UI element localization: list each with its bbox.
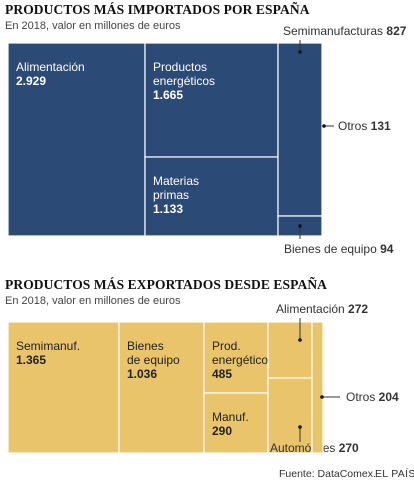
exports-automoviles-callout-value: 270	[339, 441, 359, 455]
imports-otros-callout-name: Otros	[338, 119, 371, 133]
imports-alimentacion-label: Alimentación	[16, 60, 85, 74]
exports-manuf-value: 290	[212, 424, 232, 438]
imports-materias-primas-label-line-2: primas	[153, 188, 189, 202]
imports-materias-primas-label-line-1: Materias	[153, 174, 199, 188]
exports-prod-energeticos-value: 485	[212, 367, 232, 381]
exports-subtitle: En 2018, valor en millones de euros	[5, 295, 181, 307]
imports-alimentacion-tile	[7, 42, 146, 237]
exports-prod-energeticos-label-line-2: energéticos	[212, 353, 274, 367]
imports-productos-energeticos-label-line-1: Productos	[153, 60, 207, 74]
imports-productos-energeticos-value: 1.665	[153, 88, 183, 102]
exports-manuf-label: Manuf.	[212, 410, 249, 424]
imports-productos-energeticos-label-line-2: energéticos	[153, 74, 215, 88]
imports-semimanufacturas-callout: Semimanufacturas 827	[283, 24, 407, 38]
exports-automoviles-callout-name: Automóviles	[270, 441, 339, 455]
exports-alimentacion-callout-value: 272	[348, 302, 368, 316]
imports-semimanufacturas-callout-name: Semimanufacturas	[283, 24, 386, 38]
exports-otros-callout: Otros 204	[346, 390, 399, 404]
exports-alimentacion-tile	[267, 321, 313, 379]
exports-manuf-tile	[203, 392, 269, 454]
exports-bienes-de-equipo-value: 1.036	[127, 367, 157, 381]
imports-title: PRODUCTOS MÁS IMPORTADOS POR ESPAÑA	[5, 2, 310, 17]
exports-otros-leader-dot	[320, 395, 324, 399]
imports-alimentacion-value: 2.929	[16, 74, 46, 88]
imports-subtitle: En 2018, valor en millones de euros	[5, 20, 181, 32]
exports-bienes-de-equipo-label-line-1: Bienes	[127, 339, 164, 353]
imports-semimanufacturas-callout-value: 827	[386, 24, 406, 38]
exports-semimanuf-value: 1.365	[16, 353, 46, 367]
exports-automoviles-leader-dot	[298, 425, 302, 429]
imports-otros-callout-value: 131	[371, 119, 391, 133]
exports-prod-energeticos-label-line-1: Prod.	[212, 339, 241, 353]
exports-bienes-de-equipo-label-line-2: de equipo	[127, 353, 180, 367]
brand-label: EL PAÍS	[375, 468, 414, 480]
exports-alimentacion-callout-name: Alimentación	[276, 302, 348, 316]
imports-otros-callout: Otros 131	[338, 119, 391, 133]
exports-title: PRODUCTOS MÁS EXPORTADOS DESDE ESPAÑA	[5, 277, 328, 292]
imports-materias-primas-value: 1.133	[153, 202, 183, 216]
source-note: Fuente: DataComex.	[279, 468, 376, 480]
imports-materias-primas-tile	[144, 156, 279, 237]
exports-alimentacion-leader-dot	[298, 338, 302, 342]
imports-otros-leader-dot	[322, 124, 326, 128]
exports-otros-callout-value: 204	[379, 390, 399, 404]
exports-semimanuf-label: Semimanuf.	[16, 339, 80, 353]
exports-prod-energeticos-tile	[203, 321, 269, 394]
imports-bienes-de-equipo-callout-name: Bienes de equipo	[284, 242, 380, 256]
exports-otros-callout-name: Otros	[346, 390, 379, 404]
exports-semimanuf-tile	[7, 321, 120, 454]
exports-bienes-de-equipo-tile	[118, 321, 205, 454]
exports-automoviles-tile	[267, 377, 313, 454]
imports-bienes-de-equipo-leader-dot	[298, 224, 302, 228]
imports-bienes-de-equipo-callout: Bienes de equipo 94	[284, 242, 394, 256]
exports-otros-tile	[311, 321, 324, 454]
imports-semimanufacturas-leader-dot	[298, 50, 302, 54]
imports-bienes-de-equipo-callout-value: 94	[380, 242, 394, 256]
exports-alimentacion-callout: Alimentación 272	[276, 302, 368, 316]
